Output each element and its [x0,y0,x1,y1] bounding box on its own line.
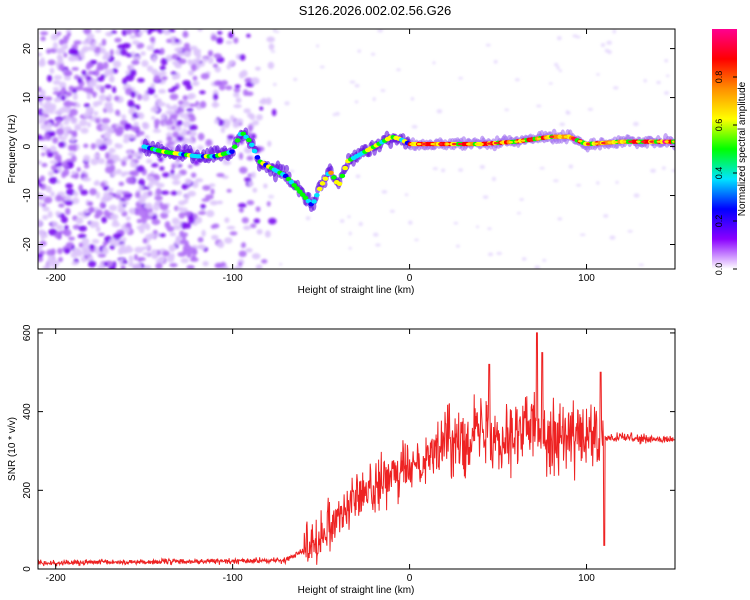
x-tick-label: 100 [578,273,595,284]
y-tick-label: 200 [22,482,33,499]
x-tick-label: -100 [223,273,243,284]
spectrogram-frame [37,28,676,270]
x-tick-label: 0 [407,573,413,584]
snr-line [38,332,675,567]
spectrogram-ylabel: Frequency (Hz) [7,115,18,184]
colorbar-label: Normalized spectral amplitude [737,81,748,216]
y-tick-label: 20 [22,43,33,55]
spectrogram-x-axis: -200 -100 0 100 [46,29,595,284]
colorbar-tick-label: 0.0 [714,263,724,276]
x-tick-label: -200 [46,573,66,584]
snr-y-axis: 0 200 400 600 [22,324,675,572]
y-tick-label: 600 [22,324,33,341]
spectrogram-xlabel: Height of straight line (km) [298,285,415,296]
x-tick-label: -200 [46,273,66,284]
snr-ylabel: SNR (10 * v/v) [7,417,18,481]
spectrogram-ridge [141,127,675,213]
colorbar: 0.0 0.2 0.4 0.6 0.8 Normalized spectral ampl… [712,29,748,275]
y-tick-label: 400 [22,403,33,420]
colorbar-tick-label: 0.8 [714,71,724,84]
x-tick-label: -100 [223,573,243,584]
figure-title: S126.2026.002.02.56.G26 [299,3,452,18]
colorbar-ticks: 0.0 0.2 0.4 0.6 0.8 [714,71,737,276]
colorbar-tick-label: 0.6 [714,119,724,132]
spectrogram-noise [38,29,675,269]
y-tick-label: 0 [22,143,33,149]
snr-xlabel: Height of straight line (km) [298,585,415,596]
snr-frame [37,328,676,570]
y-tick-label: -20 [22,237,33,252]
colorbar-tick-label: 0.4 [714,167,724,180]
snr-x-axis: -200 -100 0 100 [46,329,595,584]
spectrogram-y-axis: -20 -10 0 10 20 [22,43,675,252]
snr-panel: -200 -100 0 100 0 200 400 600 Height of straig… [7,324,676,596]
colorbar-bar [712,29,737,269]
x-tick-label: 100 [578,573,595,584]
y-tick-label: -10 [22,188,33,203]
spectrogram-image [38,29,675,269]
y-tick-label: 0 [22,566,33,572]
x-tick-label: 0 [407,273,413,284]
colorbar-tick-label: 0.2 [714,215,724,228]
y-tick-label: 10 [22,92,33,104]
